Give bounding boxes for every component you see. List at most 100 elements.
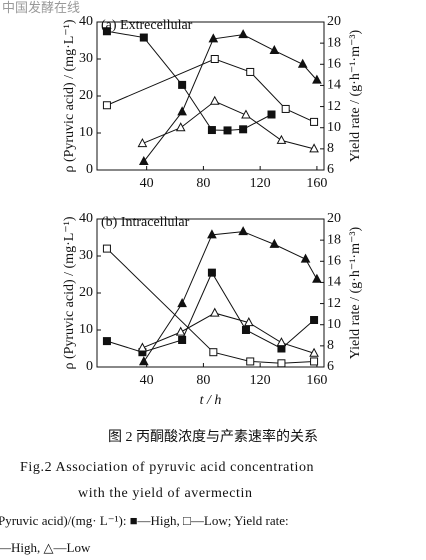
caption-cn: 图 2 丙酮酸浓度与产素速率的关系 — [108, 428, 318, 445]
plot-frame — [96, 21, 325, 171]
y-tick-label: 0 — [86, 359, 93, 374]
marker — [238, 29, 248, 39]
marker — [246, 357, 255, 366]
marker — [207, 268, 216, 277]
y2-axis-label: Yield rate / (g·h⁻¹·m⁻³) — [348, 226, 363, 359]
marker — [241, 109, 251, 119]
y-tick-label: 30 — [79, 248, 93, 263]
marker — [102, 244, 111, 253]
marker — [178, 335, 187, 344]
marker — [310, 357, 319, 366]
y-tick-label: 30 — [79, 51, 93, 66]
marker — [102, 101, 111, 110]
x-tick-label: 120 — [250, 373, 271, 388]
marker — [300, 253, 311, 263]
x-axis-label: t / h — [200, 393, 222, 408]
marker — [312, 273, 322, 283]
marker — [277, 359, 286, 368]
marker — [239, 125, 248, 134]
marker — [309, 347, 319, 357]
marker — [223, 126, 232, 135]
marker — [209, 95, 220, 105]
marker — [269, 238, 280, 248]
caption-en: with the yield of avermectin — [78, 486, 253, 501]
y2-tick-label: 12 — [327, 99, 341, 114]
marker — [309, 143, 319, 153]
y2-tick-label: 18 — [327, 35, 341, 50]
y2-tick-label: 20 — [327, 14, 341, 29]
marker — [281, 104, 290, 113]
y-axis-label: ρ (Pyruvic acid) / (mg·L⁻¹) — [62, 19, 77, 172]
marker — [238, 226, 248, 236]
y2-tick-label: 10 — [327, 120, 341, 135]
marker — [269, 44, 280, 55]
marker — [209, 348, 218, 357]
y2-tick-label: 14 — [327, 275, 341, 290]
y-tick-label: 0 — [86, 162, 93, 177]
marker — [177, 298, 187, 308]
marker — [178, 80, 187, 89]
plot-frame — [96, 218, 325, 368]
marker — [209, 307, 220, 317]
y2-tick-label: 12 — [327, 296, 341, 311]
marker — [175, 122, 186, 132]
y2-tick-label: 10 — [327, 317, 341, 332]
y-tick-label: 10 — [79, 322, 93, 337]
y2-tick-label: 6 — [327, 359, 334, 374]
marker — [310, 316, 319, 325]
y2-axis-label: Yield rate / (g·h⁻¹·m⁻³) — [348, 29, 363, 162]
y-tick-label: 40 — [79, 14, 93, 29]
legend-text: Pyruvic acid)/(mg· L⁻¹): ■—High, □—Low; … — [0, 513, 289, 528]
marker — [138, 356, 149, 366]
y2-tick-label: 18 — [327, 232, 341, 247]
chart-title: (b) Intracellular — [101, 215, 190, 230]
marker — [137, 138, 148, 148]
y-tick-label: 20 — [79, 88, 93, 103]
x-tick-label: 160 — [306, 373, 327, 388]
caption-en: Fig.2 Association of pyruvic acid concen… — [20, 460, 314, 475]
marker — [175, 326, 186, 336]
marker — [297, 58, 308, 68]
y-tick-label: 40 — [79, 211, 93, 226]
x-tick-label: 80 — [196, 373, 210, 388]
y2-tick-label: 6 — [327, 162, 334, 177]
marker — [102, 27, 111, 36]
series-line — [142, 312, 315, 354]
y-tick-label: 20 — [79, 285, 93, 300]
y2-tick-label: 20 — [327, 211, 341, 226]
marker — [207, 126, 216, 135]
y2-tick-label: 16 — [327, 57, 341, 72]
marker — [243, 317, 254, 327]
marker — [207, 229, 217, 239]
x-tick-label: 80 — [196, 176, 210, 191]
marker — [241, 326, 250, 334]
series-line — [143, 231, 318, 362]
marker — [276, 134, 287, 144]
watermark: 中国发酵在线 — [2, 0, 80, 15]
x-tick-label: 120 — [250, 176, 271, 191]
x-tick-label: 40 — [140, 373, 154, 388]
marker — [246, 67, 255, 76]
y2-tick-label: 14 — [327, 78, 341, 93]
marker — [312, 74, 322, 84]
legend-text: —High, △—Low — [0, 540, 91, 555]
marker — [208, 33, 219, 43]
y2-tick-label: 8 — [327, 338, 334, 353]
y-tick-label: 10 — [79, 125, 93, 140]
marker — [210, 55, 219, 63]
y-axis-label: ρ (Pyruvic acid) / (mg·L⁻¹) — [62, 216, 77, 369]
marker — [137, 342, 148, 352]
marker — [139, 33, 148, 42]
marker — [276, 337, 287, 347]
y2-tick-label: 16 — [327, 254, 341, 269]
series-line — [142, 100, 315, 150]
y2-tick-label: 8 — [327, 141, 334, 156]
x-tick-label: 40 — [140, 176, 154, 191]
marker — [310, 117, 319, 126]
marker — [177, 106, 187, 116]
marker — [267, 110, 276, 119]
marker — [138, 155, 149, 166]
marker — [102, 337, 111, 346]
x-tick-label: 160 — [306, 176, 327, 191]
